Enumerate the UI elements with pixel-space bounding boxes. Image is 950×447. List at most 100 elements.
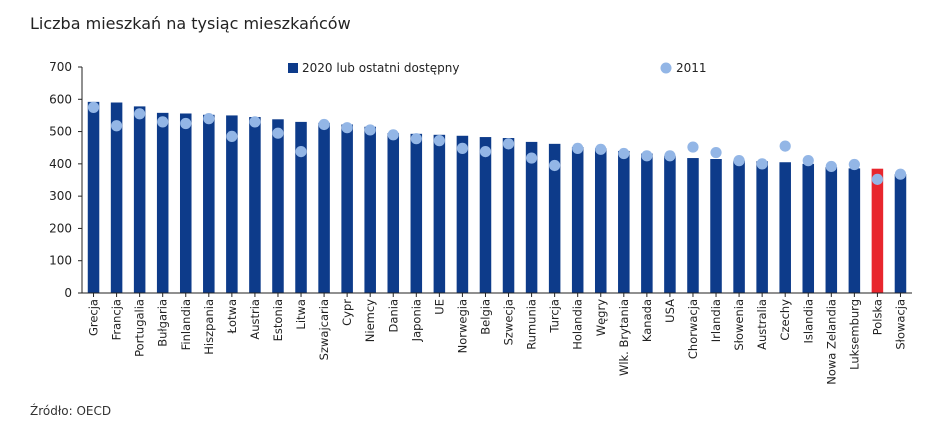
bar-30 [756, 161, 768, 293]
bar-18 [479, 137, 492, 293]
x-category-label: Dania [386, 299, 400, 332]
x-category-label: Finlandia [179, 299, 193, 350]
x-category-label: Cypr [340, 299, 354, 326]
x-category-label: Hiszpania [202, 299, 216, 355]
point-2011-22 [572, 142, 584, 154]
x-category-label: Islandia [801, 299, 815, 343]
bar-14 [387, 133, 400, 293]
point-2011-20 [525, 152, 538, 164]
bar-25 [641, 153, 653, 293]
point-2011-9 [272, 127, 284, 139]
bar-12 [341, 124, 353, 293]
y-tick-label: 300 [49, 189, 72, 203]
bar-20 [525, 141, 538, 293]
point-2011-8 [249, 116, 261, 128]
x-category-label: Litwa [294, 299, 308, 330]
point-2011-35 [871, 173, 884, 185]
point-2011-36 [894, 168, 907, 180]
point-2011-32 [802, 155, 814, 167]
legend: 2020 lub ostatni dostępny 2011 [288, 61, 707, 75]
x-category-label: Szwecja [502, 299, 516, 345]
bar-7 [226, 115, 238, 294]
x-category-label: Holandia [571, 299, 585, 350]
x-category-label: Estonia [271, 299, 285, 341]
bar-22 [571, 147, 584, 293]
bar-23 [594, 148, 607, 293]
point-2011-10 [295, 145, 307, 158]
y-tick-label: 200 [49, 221, 72, 235]
point-2011-4 [157, 116, 169, 128]
x-category-label: Grecja [87, 299, 101, 336]
point-2011-26 [664, 150, 676, 162]
x-category-label: Niemcy [363, 299, 377, 342]
bar-4 [156, 112, 169, 293]
bars-group [87, 101, 907, 294]
x-category-label: Wlk. Brytania [617, 299, 631, 376]
bar-10 [295, 121, 307, 293]
point-2011-29 [733, 155, 745, 167]
bar-33 [825, 167, 838, 293]
point-2011-13 [364, 124, 376, 136]
point-2011-11 [318, 118, 330, 131]
point-2011-5 [180, 117, 192, 130]
x-category-label: Szwajcaria [317, 299, 331, 360]
bar-3 [133, 106, 146, 293]
point-2011-6 [203, 113, 215, 125]
y-tick-label: 100 [49, 254, 72, 268]
point-2011-16 [433, 135, 445, 147]
point-2011-25 [641, 150, 653, 162]
point-2011-17 [456, 142, 469, 154]
x-category-label: Belgia [478, 299, 492, 335]
chart-title: Liczba mieszkań na tysiąc mieszkańców [30, 14, 351, 33]
legend-swatch-2020 [288, 63, 298, 73]
x-category-label: Czechy [778, 299, 792, 341]
y-tick-label: 400 [49, 157, 72, 171]
bar-34 [848, 168, 861, 293]
bar-36 [894, 174, 907, 293]
point-2011-31 [779, 140, 791, 152]
y-tick-label: 600 [49, 92, 72, 106]
point-2011-18 [479, 145, 492, 158]
x-category-label: Japonia [409, 299, 423, 342]
y-tick-label: 0 [64, 286, 72, 300]
point-2011-24 [618, 147, 630, 160]
bar-35 [871, 168, 884, 293]
source-note: Źródło: OECD [30, 404, 112, 418]
point-2011-19 [502, 138, 515, 150]
bar-17 [456, 135, 469, 293]
point-2011-2 [110, 120, 123, 132]
x-category-label: Irlandia [709, 299, 723, 342]
bar-31 [779, 162, 791, 293]
point-2011-23 [595, 143, 607, 155]
x-category-label: Luksemburg [847, 299, 861, 370]
point-2011-15 [410, 133, 422, 145]
x-category-label: Chorwacja [686, 299, 700, 359]
bar-24 [618, 150, 630, 293]
legend-label-2020: 2020 lub ostatni dostępny [302, 61, 459, 75]
x-category-label: Austria [248, 299, 262, 340]
bar-16 [433, 134, 446, 293]
bar-26 [664, 155, 676, 293]
y-axis: 0 100 200 300 400 500 600 700 [49, 60, 83, 300]
point-2011-21 [549, 159, 561, 172]
bar-5 [179, 113, 192, 294]
x-category-label: Bułgaria [156, 299, 170, 347]
point-2011-27 [687, 141, 699, 153]
bar-1 [87, 101, 100, 294]
point-2011-34 [848, 158, 860, 171]
point-2011-30 [756, 158, 768, 170]
x-category-label: Turcja [548, 299, 562, 334]
point-2011-7 [226, 130, 238, 143]
x-category-label: Rumunia [525, 299, 539, 350]
bar-2 [110, 102, 123, 293]
x-category-label: Słowacja [893, 299, 907, 350]
x-category-label: Francja [110, 299, 124, 340]
points-group [87, 101, 907, 185]
bar-9 [272, 119, 284, 293]
x-category-label: Portugalia [133, 299, 147, 357]
x-category-label: Słowenia [732, 299, 746, 351]
bar-21 [548, 143, 561, 293]
x-category-label: Nowa Zelandia [824, 299, 838, 385]
x-category-label: USA [663, 299, 677, 323]
legend-swatch-2011 [660, 62, 672, 74]
